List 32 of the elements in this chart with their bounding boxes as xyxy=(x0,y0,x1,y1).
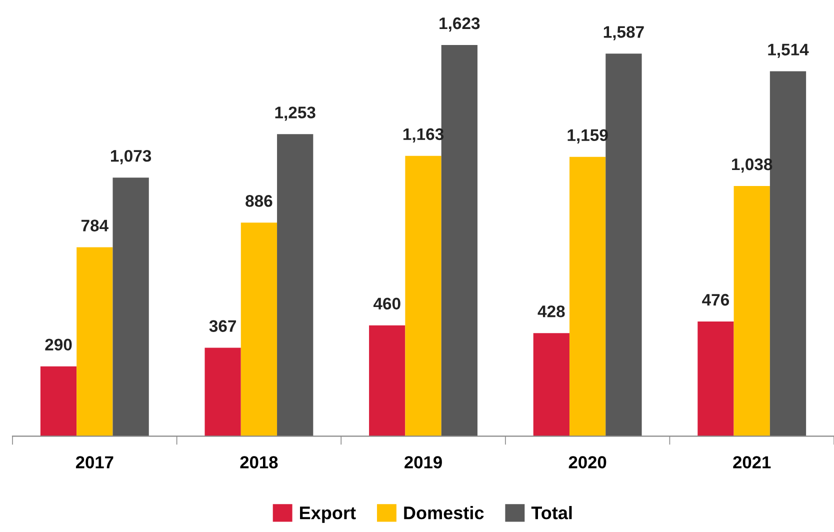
data-label: 476 xyxy=(702,294,730,306)
bar xyxy=(40,366,77,436)
bar xyxy=(369,325,406,436)
legend-label: Total xyxy=(531,506,572,520)
bar xyxy=(569,156,606,436)
bar xyxy=(405,156,442,436)
data-label: 367 xyxy=(209,320,236,332)
x-tick-label: 2018 xyxy=(240,456,278,468)
bar xyxy=(734,186,770,436)
data-label: 784 xyxy=(81,220,108,232)
data-label: 1,253 xyxy=(275,106,316,121)
data-label: 428 xyxy=(538,305,565,318)
bar xyxy=(277,134,314,436)
x-tick-label: 2017 xyxy=(76,456,114,468)
x-tick-label: 2019 xyxy=(404,456,442,468)
x-tick-label: 2020 xyxy=(568,456,606,468)
bar xyxy=(76,247,113,436)
data-label: 460 xyxy=(373,298,400,310)
bar xyxy=(240,222,278,436)
data-label: 1,623 xyxy=(440,17,480,32)
data-label: 1,514 xyxy=(768,44,809,58)
bar xyxy=(533,333,570,436)
legend-label: Domestic xyxy=(404,506,484,520)
x-tick-label: 2021 xyxy=(733,456,771,468)
data-label: 1,587 xyxy=(604,26,644,40)
data-label: 290 xyxy=(45,338,72,351)
bar xyxy=(112,178,149,436)
data-label: 1,073 xyxy=(111,150,152,164)
bar xyxy=(698,321,734,436)
legend-label: Export xyxy=(300,506,356,523)
bar xyxy=(204,348,241,436)
data-label: 886 xyxy=(246,195,272,207)
